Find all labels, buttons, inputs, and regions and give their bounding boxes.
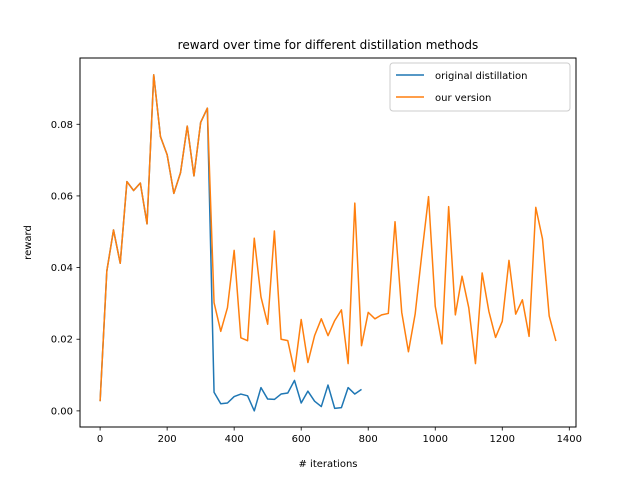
x-tick-label: 1200 [490, 434, 515, 445]
y-tick-label: 0.08 [51, 120, 73, 131]
legend-label-our-version: our version [435, 93, 491, 104]
x-tick-label: 1400 [557, 434, 582, 445]
plot-frame [79, 57, 577, 428]
y-axis-label: reward [23, 225, 34, 260]
x-tick-label: 200 [158, 434, 177, 445]
x-axis-label: # iterations [298, 459, 357, 470]
chart-title: reward over time for different distillat… [178, 38, 479, 52]
series-layer [99, 74, 557, 412]
x-tick-label: 1000 [423, 434, 448, 445]
y-tick-label: 0.04 [51, 263, 73, 274]
legend-box [389, 62, 571, 112]
ticks-layer: 0 200 400 600 800 1000 1200 1400 0.00 0.02 0.04 0.0… [51, 120, 582, 445]
x-tick-label: 600 [292, 434, 311, 445]
series-line-our-version [99, 74, 557, 402]
y-tick-label: 0.06 [51, 191, 73, 202]
legend-label-original-distillation: original distillation [435, 71, 527, 82]
x-tick-label: 0 [97, 434, 103, 445]
x-tick-label: 400 [225, 434, 244, 445]
x-tick-label: 800 [359, 434, 378, 445]
legend: original distillation our version [389, 62, 571, 112]
y-tick-label: 0.02 [51, 335, 73, 346]
y-tick-label: 0.00 [51, 406, 73, 417]
